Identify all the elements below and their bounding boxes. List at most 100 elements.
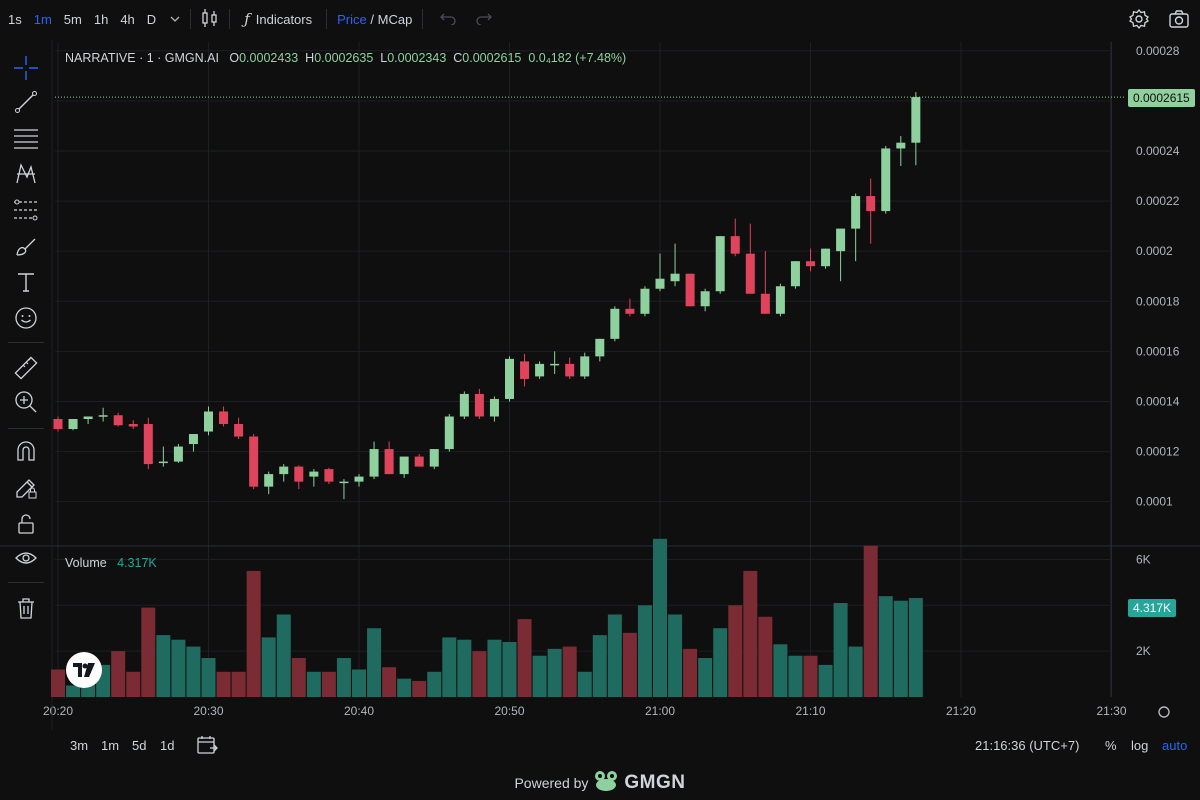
eye-icon[interactable] [12, 544, 40, 572]
volume-bar [261, 637, 276, 697]
toolbar-divider [229, 9, 231, 29]
timeframe-1m[interactable]: 1m [33, 11, 52, 27]
candle-body [143, 424, 153, 465]
fib-retracement-icon[interactable] [12, 196, 40, 224]
volume-bar [171, 639, 186, 697]
tool-divider [8, 342, 44, 343]
unlock-icon[interactable] [12, 510, 40, 538]
volume-bar [397, 678, 412, 697]
candle-body [806, 261, 815, 267]
time-tick-label: 21:00 [645, 704, 675, 718]
bottom-bar: 3m 1m 5d 1d 21:16:36 (UTC+7) % log auto [0, 730, 1200, 760]
volume-bar [668, 614, 683, 697]
candle-body [745, 253, 755, 294]
high-label: H [305, 51, 315, 65]
range-3m[interactable]: 3m [70, 738, 89, 753]
candle-body [520, 361, 530, 379]
candle-body [489, 398, 499, 417]
ruler-icon[interactable] [12, 354, 40, 382]
candle-body [53, 418, 63, 430]
price-mcap-toggle[interactable]: Price / MCap [337, 12, 412, 27]
time-tick-label: 20:30 [193, 704, 223, 718]
symbol-title: NARRATIVE · 1 · GMGN.AI [65, 51, 219, 65]
lock-drawing-icon[interactable] [12, 474, 40, 502]
volume-tick-label: 2K [1136, 644, 1151, 658]
time-tick-label: 21:20 [946, 704, 976, 718]
candle-body [354, 476, 364, 482]
timeframe-1h[interactable]: 1h [93, 11, 109, 27]
candle-body [204, 411, 213, 432]
candle-body [128, 424, 138, 427]
timeframe-1s[interactable]: 1s [8, 11, 22, 27]
indicators-button[interactable]: ƒ Indicators [240, 10, 316, 28]
tradingview-logo[interactable] [66, 652, 102, 688]
trash-icon[interactable] [12, 594, 40, 622]
emoji-icon[interactable] [12, 304, 40, 332]
candle-body [399, 456, 409, 475]
candle-body [775, 286, 785, 314]
candle-body [685, 273, 695, 307]
volume-bar [788, 655, 803, 697]
time-tick-label: 20:20 [43, 704, 73, 718]
open-label: O [229, 51, 240, 65]
crosshair-icon[interactable] [12, 54, 40, 82]
candle-body [219, 411, 229, 425]
volume-value: 4.317K [117, 556, 157, 570]
time-tick-label: 21:10 [795, 704, 825, 718]
price-tick-label: 0.0001 [1136, 495, 1173, 509]
log-toggle[interactable]: log [1131, 738, 1149, 753]
volume-bar [276, 614, 291, 697]
brush-icon[interactable] [12, 232, 40, 260]
zoom-in-icon[interactable] [12, 388, 40, 416]
volume-bar [592, 635, 607, 697]
price-option[interactable]: Price [337, 11, 367, 27]
volume-bar [773, 644, 788, 697]
timeframe-5m[interactable]: 5m [63, 11, 82, 27]
candle-body [369, 449, 379, 477]
tool-divider [8, 582, 44, 583]
volume-bar [517, 619, 532, 697]
scale-settings-icon[interactable] [1158, 706, 1170, 718]
volume-bar [532, 655, 547, 697]
range-1d[interactable]: 1d [160, 738, 175, 753]
percent-toggle[interactable]: % [1105, 738, 1117, 753]
clock-time[interactable]: 21:16:36 (UTC+7) [975, 738, 1080, 753]
candle-body [881, 148, 891, 212]
pattern-icon[interactable] [12, 160, 40, 188]
volume-bar [126, 671, 141, 697]
calendar-range-icon[interactable] [196, 735, 218, 758]
volume-bar [156, 635, 171, 697]
toolbar-divider [326, 9, 328, 29]
settings-gear-icon[interactable] [1128, 8, 1150, 33]
volume-bar [893, 600, 908, 697]
text-icon[interactable] [12, 268, 40, 296]
price-tick-label: 0.00016 [1136, 344, 1180, 358]
candle-body [866, 196, 876, 212]
volume-bar [306, 671, 321, 697]
volume-bar [743, 570, 758, 697]
timeframe-4h[interactable]: 4h [120, 11, 135, 27]
price-tick-label: 0.0002 [1136, 244, 1173, 258]
volume-bar [758, 616, 773, 697]
candle-type-icon[interactable] [201, 8, 219, 31]
chevron-down-icon[interactable] [170, 12, 180, 27]
top-right-actions [1128, 8, 1190, 33]
undo-icon[interactable] [439, 11, 457, 28]
horizontal-lines-icon[interactable] [12, 124, 40, 152]
camera-icon[interactable] [1168, 8, 1190, 33]
redo-icon[interactable] [475, 11, 493, 28]
trend-line-icon[interactable] [12, 88, 40, 116]
toolbar-divider [190, 9, 192, 29]
range-1m[interactable]: 1m [101, 738, 120, 753]
range-5d[interactable]: 5d [132, 738, 147, 753]
volume-bar [653, 538, 667, 697]
candle-body [98, 415, 108, 417]
magnet-icon[interactable] [12, 438, 40, 466]
volume-bar [216, 671, 231, 697]
mcap-option[interactable]: MCap [377, 11, 413, 27]
volume-bar [141, 607, 156, 697]
timeframe-D[interactable]: D [146, 11, 157, 27]
volume-bar [201, 658, 216, 697]
auto-toggle[interactable]: auto [1162, 738, 1188, 753]
